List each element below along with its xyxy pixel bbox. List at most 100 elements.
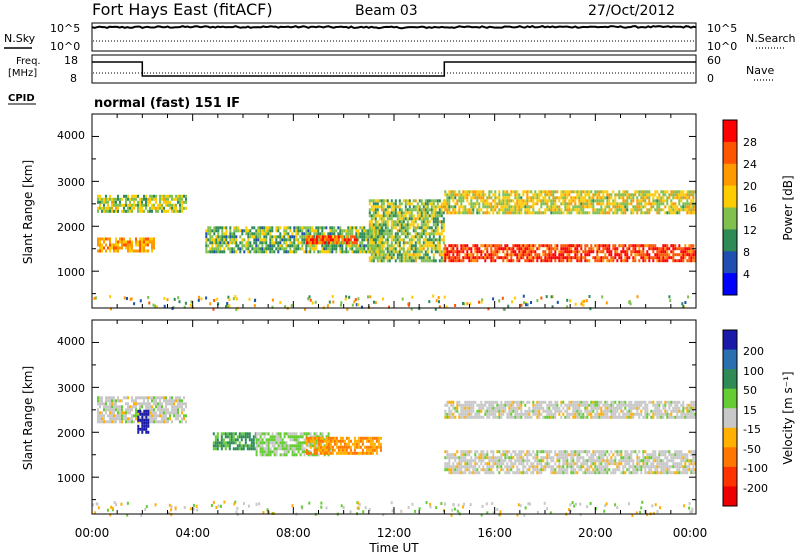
heatmap-cell — [198, 295, 201, 299]
heatmap-cell — [692, 193, 695, 197]
heatmap-cell — [512, 471, 515, 475]
heatmap-cell — [337, 244, 340, 248]
heatmap-cell — [624, 202, 627, 206]
heatmap-cell — [496, 256, 499, 260]
heatmap-cell — [542, 450, 545, 454]
beam-title: Beam 03 — [355, 3, 418, 19]
heatmap-cell — [656, 247, 659, 251]
noise-left-tick-bottom: 10^0 — [50, 40, 80, 53]
heatmap-cell — [190, 300, 193, 304]
heatmap-cell — [185, 414, 187, 418]
heatmap-cell — [376, 220, 379, 224]
heatmap-cell — [508, 253, 511, 257]
heatmap-cell — [99, 402, 101, 406]
heatmap-cell — [103, 408, 105, 412]
heatmap-cell — [560, 208, 563, 212]
heatmap-cell — [372, 250, 375, 254]
heatmap-cell — [309, 445, 312, 449]
heatmap-cell — [384, 211, 387, 215]
heatmap-cell — [522, 471, 525, 475]
heatmap-cell — [656, 259, 659, 263]
heatmap-cell — [339, 439, 342, 443]
heatmap-cell — [99, 249, 101, 253]
heatmap-cell — [692, 196, 695, 200]
heatmap-cell — [642, 247, 645, 251]
heatmap-cell — [297, 447, 300, 451]
heatmap-cell — [610, 202, 613, 206]
heatmap-cell — [601, 295, 604, 299]
heatmap-cell — [598, 415, 601, 419]
heatmap-cell — [432, 199, 435, 203]
heatmap-cell — [580, 256, 583, 260]
heatmap-cell — [566, 196, 569, 200]
heatmap-cell — [688, 406, 691, 410]
heatmap-cell — [374, 223, 377, 227]
heatmap-cell — [167, 402, 169, 406]
heatmap-cell — [125, 417, 127, 421]
heatmap-cell — [123, 414, 125, 418]
heatmap-cell — [466, 409, 469, 413]
heatmap-cell — [462, 205, 465, 209]
heatmap-cell — [177, 209, 179, 213]
heatmap-cell — [674, 208, 677, 212]
heatmap-cell — [412, 244, 415, 248]
heatmap-cell — [576, 259, 579, 263]
heatmap-cell — [492, 256, 495, 260]
heatmap-cell — [327, 442, 330, 446]
heatmap-cell — [516, 465, 519, 469]
heatmap-cell — [442, 199, 445, 203]
heatmap-cell — [372, 205, 375, 209]
heatmap-cell — [540, 468, 543, 472]
heatmap-cell — [524, 415, 527, 419]
heatmap-cell — [578, 244, 581, 248]
heatmap-cell — [117, 405, 119, 409]
heatmap-cell — [648, 259, 651, 263]
heatmap-cell — [484, 259, 487, 263]
heatmap-cell — [538, 211, 541, 215]
heatmap-cell — [546, 253, 549, 257]
heatmap-cell — [339, 442, 342, 446]
heatmap-cell — [163, 197, 165, 201]
heatmap-cell — [416, 214, 419, 218]
heatmap-cell — [343, 235, 346, 239]
heatmap-cell — [686, 406, 689, 410]
heatmap-cell — [478, 196, 481, 200]
heatmap-cell — [460, 211, 463, 215]
heatmap-cell — [538, 244, 541, 248]
heatmap-cell — [363, 451, 366, 455]
heatmap-cell — [580, 253, 583, 257]
heatmap-cell — [229, 235, 232, 239]
heatmap-cell — [666, 400, 669, 404]
heatmap-cell — [518, 406, 521, 410]
heatmap-cell — [672, 208, 675, 212]
heatmap-cell — [580, 415, 583, 419]
heatmap-cell — [355, 445, 358, 449]
heatmap-cell — [572, 406, 575, 410]
heatmap-cell — [139, 243, 141, 247]
heatmap-cell — [490, 412, 493, 416]
heatmap-cell — [538, 459, 541, 463]
heatmap-cell — [564, 205, 567, 209]
heatmap-cell — [580, 199, 583, 203]
heatmap-cell — [634, 406, 637, 410]
heatmap-cell — [388, 202, 391, 206]
heatmap-cell — [486, 412, 489, 416]
heatmap-cell — [510, 403, 513, 407]
heatmap-cell — [406, 229, 409, 233]
heatmap-cell — [382, 199, 385, 203]
heatmap-cell — [466, 406, 469, 410]
heatmap-cell — [420, 211, 423, 215]
heatmap-cell — [486, 199, 489, 203]
heatmap-cell — [422, 238, 425, 242]
heatmap-cell — [279, 453, 282, 457]
heatmap-cell — [307, 439, 310, 443]
heatmap-cell — [576, 244, 579, 248]
heatmap-cell — [392, 208, 395, 212]
heatmap-cell — [658, 211, 661, 215]
heatmap-cell — [638, 400, 641, 404]
heatmap-cell — [392, 211, 395, 215]
heatmap-cell — [167, 197, 169, 201]
heatmap-cell — [626, 415, 629, 419]
heatmap-cell — [113, 249, 115, 253]
heatmap-cell — [351, 232, 354, 236]
